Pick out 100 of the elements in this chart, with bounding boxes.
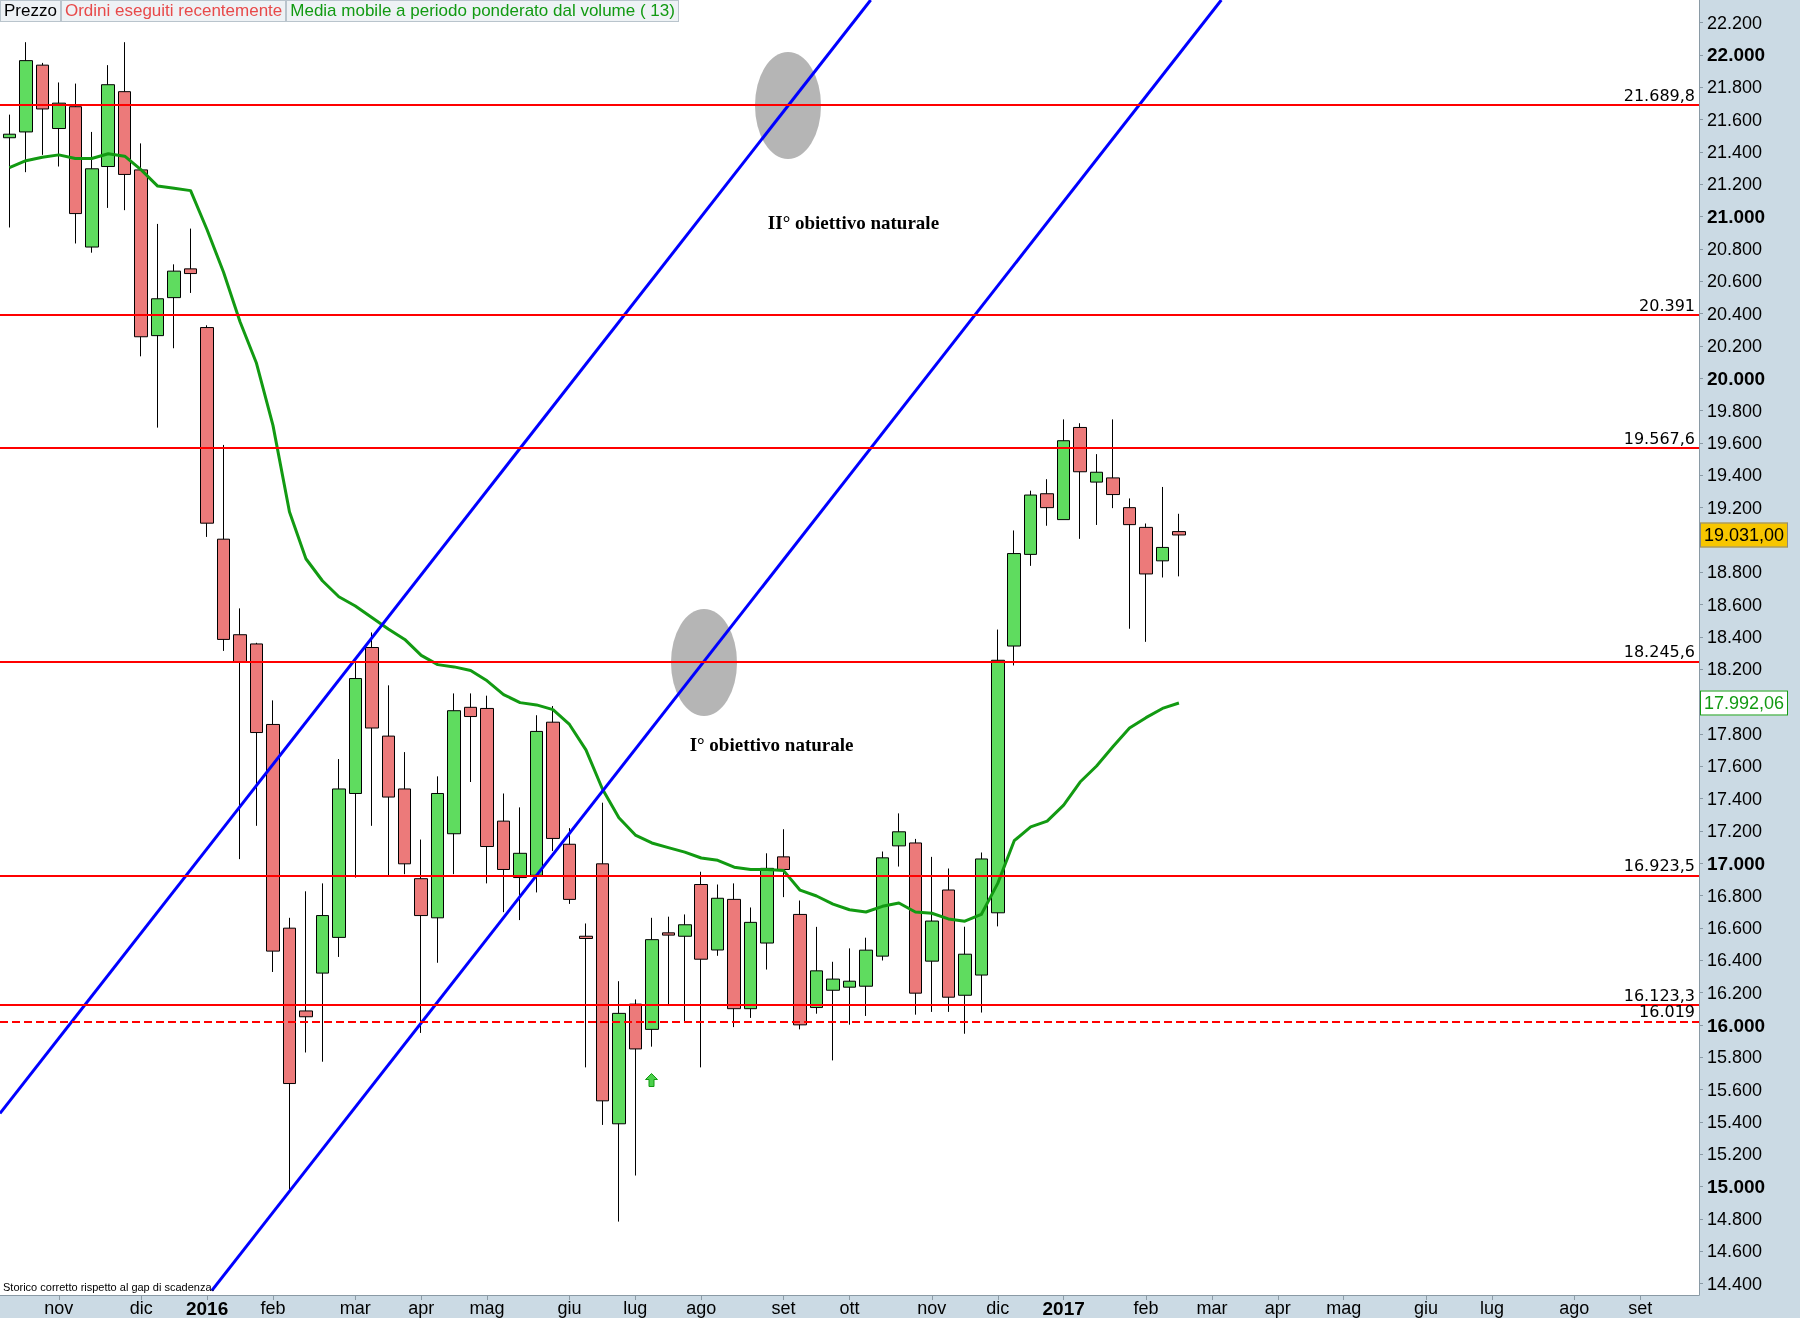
y-tick-label: 16.200 bbox=[1707, 982, 1763, 1003]
y-tick-label: 20.400 bbox=[1707, 303, 1763, 324]
y-tick-label: 18.200 bbox=[1707, 659, 1763, 680]
candlestick bbox=[250, 642, 263, 827]
candlestick bbox=[876, 851, 889, 961]
candlestick bbox=[662, 916, 675, 1006]
candlestick bbox=[414, 839, 428, 1034]
y-tick-label: 20.000 bbox=[1707, 367, 1766, 389]
candlestick bbox=[200, 324, 214, 538]
candlestick bbox=[909, 838, 922, 1016]
candlestick bbox=[1139, 523, 1153, 643]
candlestick bbox=[892, 812, 906, 868]
ref-line-label: 19.567,6 bbox=[1623, 428, 1695, 448]
text: Media mobile a periodo ponderato dal volume ( 13) bbox=[286, 0, 679, 22]
candlestick bbox=[925, 856, 939, 1013]
candlestick bbox=[942, 868, 955, 1013]
y-tick-label: 20.200 bbox=[1707, 335, 1763, 356]
candlestick bbox=[283, 917, 296, 1192]
y-tick-label: 18.600 bbox=[1707, 594, 1763, 615]
annotation: Ordini eseguiti recentemente bbox=[60, 0, 287, 22]
x-tick-label: lug bbox=[623, 1298, 648, 1318]
x-tick-label: apr bbox=[408, 1298, 435, 1318]
candlestick bbox=[447, 692, 461, 875]
candlestick bbox=[513, 806, 527, 921]
ref-line-label: 16.019 bbox=[1639, 1002, 1695, 1022]
x-tick-label: giu bbox=[1414, 1298, 1439, 1318]
candlestick bbox=[266, 699, 280, 973]
y-tick-label: 15.600 bbox=[1707, 1079, 1763, 1100]
x-tick-label: 2016 bbox=[185, 1298, 229, 1318]
y-tick-label: 17.400 bbox=[1707, 788, 1763, 809]
candlestick bbox=[826, 961, 840, 1061]
candlestick bbox=[3, 114, 16, 228]
candlestick bbox=[69, 83, 82, 244]
y-tick-label: 16.000 bbox=[1707, 1014, 1766, 1036]
candlestick bbox=[1172, 513, 1186, 577]
candlestick bbox=[233, 607, 247, 860]
y-tick-label: 22.200 bbox=[1707, 12, 1763, 33]
y-tick-label: 16.800 bbox=[1707, 885, 1763, 906]
x-tick-label: mag bbox=[1326, 1298, 1362, 1318]
candlestick bbox=[332, 758, 346, 958]
candlestick bbox=[859, 937, 873, 1017]
x-tick-label: dic bbox=[986, 1298, 1010, 1318]
x-tick-label: ott bbox=[839, 1298, 860, 1318]
x-tick-label: ago bbox=[1559, 1298, 1590, 1318]
candlestick bbox=[151, 223, 164, 429]
text: 17.992,06 bbox=[1700, 690, 1789, 716]
candlestick bbox=[645, 917, 659, 1048]
candlestick bbox=[1007, 529, 1021, 666]
candlestick bbox=[134, 142, 148, 357]
candlestick bbox=[365, 631, 379, 827]
y-tick-label: 14.600 bbox=[1707, 1241, 1763, 1262]
candlestick bbox=[167, 263, 181, 349]
candlestick bbox=[1024, 490, 1037, 567]
y-tick-label: 15.000 bbox=[1707, 1176, 1766, 1198]
candlestick bbox=[563, 827, 576, 905]
y-tick-label: 14.800 bbox=[1707, 1209, 1763, 1230]
candlestick bbox=[382, 684, 395, 876]
y-tick-label: 20.800 bbox=[1707, 238, 1763, 259]
candlestick bbox=[1123, 497, 1136, 630]
ref-line-label: 16.123,3 bbox=[1623, 985, 1695, 1005]
x-tick-label: mag bbox=[469, 1298, 505, 1318]
candlestick bbox=[711, 884, 724, 957]
annotation: II° obiettivo naturale bbox=[767, 212, 940, 235]
x-tick-label: ago bbox=[686, 1298, 717, 1318]
candlestick bbox=[1106, 418, 1120, 509]
x-tick-label: set bbox=[1628, 1298, 1653, 1318]
candlestick bbox=[958, 926, 972, 1035]
candlestick bbox=[612, 980, 626, 1223]
candlestick bbox=[843, 947, 856, 1026]
x-tick-label: set bbox=[771, 1298, 796, 1318]
candlestick bbox=[52, 81, 66, 168]
candlestick bbox=[299, 890, 313, 1053]
candlestick bbox=[184, 228, 197, 294]
candlestick bbox=[101, 64, 115, 209]
x-tick-label: lug bbox=[1479, 1298, 1504, 1318]
ref-line-label: 18.245,6 bbox=[1623, 642, 1695, 662]
x-tick-label: 2017 bbox=[1042, 1298, 1085, 1318]
candlestick bbox=[1073, 422, 1087, 540]
x-tick-label: giu bbox=[557, 1298, 582, 1318]
y-tick-label: 21.400 bbox=[1707, 141, 1763, 162]
candlestick bbox=[546, 705, 560, 852]
y-tick-label: 21.600 bbox=[1707, 109, 1763, 130]
y-tick-label: 15.200 bbox=[1707, 1144, 1763, 1165]
y-tick-label: 20.600 bbox=[1707, 271, 1763, 292]
y-tick-label: 21.200 bbox=[1707, 174, 1763, 195]
candlestick bbox=[629, 998, 642, 1177]
candlestick bbox=[810, 926, 823, 1015]
candlestick bbox=[464, 692, 477, 783]
candlestick bbox=[1040, 478, 1054, 527]
candlestick bbox=[694, 871, 708, 1068]
candlestick bbox=[579, 922, 593, 1068]
candlestick bbox=[85, 131, 99, 254]
candlestick bbox=[1090, 453, 1103, 526]
y-tick-label: 15.800 bbox=[1707, 1047, 1763, 1068]
candlestick bbox=[19, 41, 33, 173]
candlestick bbox=[36, 62, 49, 156]
y-tick-label: 21.800 bbox=[1707, 77, 1763, 98]
candlestick bbox=[431, 775, 444, 964]
line-series bbox=[7, 152, 1181, 923]
candlestick bbox=[777, 828, 790, 898]
